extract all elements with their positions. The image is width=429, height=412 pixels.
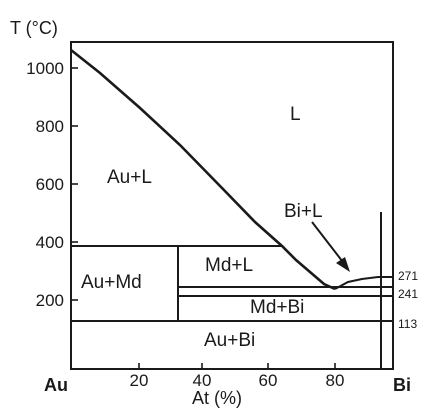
y-tick-label: 800 — [36, 117, 64, 136]
phase-label-liquid: L — [290, 104, 301, 125]
liquidus-curve-au — [70, 48, 336, 291]
phase-label-au-l: Au+L — [107, 167, 152, 188]
phase-label-md-l: Md+L — [205, 255, 253, 276]
phase-label-bi-l: Bi+L — [284, 201, 323, 222]
x-tick-label: 20 — [130, 371, 149, 390]
y-tick-label: 1000 — [26, 59, 64, 78]
x-axis-title: At (%) — [192, 388, 242, 408]
phase-label-au-bi: Au+Bi — [204, 330, 255, 351]
y-tick-label: 600 — [36, 175, 64, 194]
element-label-au: Au — [44, 375, 68, 395]
temperature-label-113: 113 — [398, 317, 417, 331]
temperature-label-241: 241 — [398, 287, 418, 301]
annotation-arrow-head — [336, 257, 350, 272]
y-axis-title: T (°C) — [10, 18, 58, 38]
temperature-label-271: 271 — [398, 269, 418, 283]
phase-label-md-bi: Md+Bi — [250, 297, 304, 318]
phase-label-au-md: Au+Md — [81, 272, 142, 293]
x-tick-label: 60 — [259, 371, 278, 390]
liquidus-curve-bi — [334, 276, 393, 290]
element-label-bi: Bi — [393, 375, 411, 395]
plot-frame — [70, 41, 394, 370]
y-tick-label: 200 — [36, 291, 64, 310]
annotation-arrow-shaft — [311, 221, 347, 267]
y-tick-label: 400 — [36, 233, 64, 252]
x-tick-label: 40 — [193, 371, 212, 390]
x-tick-label: 80 — [326, 371, 345, 390]
